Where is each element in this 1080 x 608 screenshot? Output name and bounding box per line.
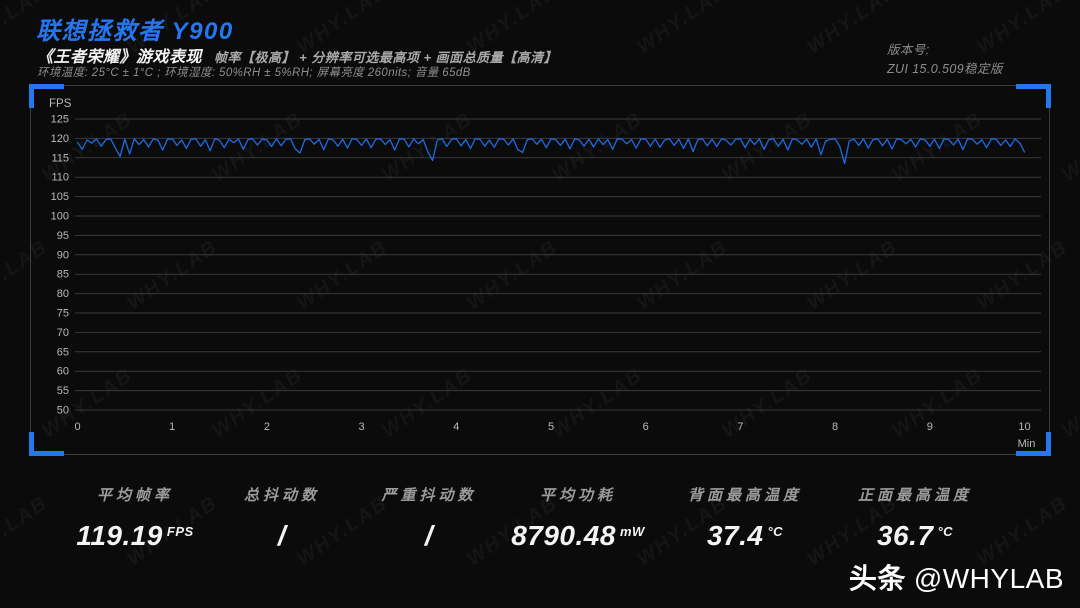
stat-label: 平均功耗 <box>539 487 616 504</box>
x-tick-label: 0 <box>74 421 80 433</box>
version-label: 版本号: <box>887 43 930 57</box>
stat-value: 36.7 °C <box>876 520 954 551</box>
credit-watermark: 头条 @WHYLAB <box>849 557 1064 597</box>
version-info: 版本号: ZUI 15.0.509稳定版 <box>887 41 1003 80</box>
stat-value: / <box>424 520 434 551</box>
y-tick-label: 80 <box>57 288 69 300</box>
y-tick-label: 65 <box>57 346 69 358</box>
x-tick-label: 2 <box>264 421 270 433</box>
x-tick-label: 4 <box>453 421 459 433</box>
y-tick-label: 75 <box>57 308 69 320</box>
x-tick-label: 5 <box>548 421 554 433</box>
corner-bracket-bottom-left <box>29 432 64 456</box>
stat-unit: FPS <box>166 524 194 539</box>
stat-label: 总抖动数 <box>243 487 321 504</box>
stat-label: 背面最高温度 <box>687 487 803 504</box>
stat-label: 平均帧率 <box>96 487 174 504</box>
y-tick-label: 100 <box>51 211 69 223</box>
watermark: WHY.LAB <box>632 0 732 59</box>
x-tick-label: 1 <box>169 421 175 433</box>
y-tick-label: 70 <box>57 327 69 339</box>
page-title: 联想拯救者 Y900 <box>36 18 234 45</box>
subtitle: 《王者荣耀》游戏表现 帧率【极高】 + 分辨率可选最高项 + 画面总质量【高清】 <box>37 43 557 67</box>
stat-value: 119.19 FPS <box>76 520 194 551</box>
y-tick-label: 115 <box>51 152 69 164</box>
x-tick-label: 7 <box>737 421 743 433</box>
x-tick-label: 6 <box>643 421 649 433</box>
y-tick-label: 105 <box>51 191 69 203</box>
corner-bracket-bottom-right <box>1016 432 1051 456</box>
credit-prefix: 头条 <box>848 563 906 594</box>
y-tick-label: 95 <box>57 230 69 242</box>
corner-bracket-top-left <box>29 84 64 108</box>
stat-front-max-temp: 正面最高温度 36.7 °C <box>858 484 972 552</box>
version-value: ZUI 15.0.509稳定版 <box>887 62 1003 77</box>
stat-average-power: 平均功耗 8790.48 mW <box>511 484 645 552</box>
stat-value: / <box>277 520 287 551</box>
x-tick-label: 8 <box>832 421 838 433</box>
test-conditions: 环境温度: 25°C ± 1°C ; 环境湿度: 50%RH ± 5%RH; 屏… <box>37 67 471 79</box>
fps-chart-panel: 125 120 115 110 105 100 95 90 85 80 75 70 65 60 55 50 0 1… <box>29 84 1051 456</box>
watermark: WHY.LAB <box>1057 107 1080 187</box>
x-axis-unit-label: Min <box>1018 438 1036 450</box>
stat-average-fps: 平均帧率 119.19 FPS <box>76 484 193 552</box>
stat-unit: °C <box>937 524 954 539</box>
y-tick-label: 110 <box>51 172 69 184</box>
game-title: 《王者荣耀》游戏表现 <box>37 49 203 66</box>
stat-unit: mW <box>619 524 645 539</box>
stat-severe-jitter: 严重抖动数 / <box>381 484 476 552</box>
y-tick-label: 120 <box>51 133 69 145</box>
corner-bracket-top-right <box>1016 84 1051 108</box>
y-tick-label: 55 <box>57 385 69 397</box>
watermark: WHY.LAB <box>1057 363 1080 443</box>
y-tick-label: 85 <box>57 269 69 281</box>
stat-value: 37.4 °C <box>706 520 784 551</box>
stat-value: 8790.48 mW <box>511 520 645 551</box>
fps-line <box>76 138 1026 165</box>
stat-unit: °C <box>767 524 784 539</box>
fps-axis-label: FPS <box>49 98 72 110</box>
game-settings: 帧率【极高】 + 分辨率可选最高项 + 画面总质量【高清】 <box>214 50 558 65</box>
stat-total-jitter: 总抖动数 / <box>244 484 320 552</box>
x-tick-label: 10 <box>1018 421 1030 433</box>
y-tick-label: 50 <box>57 405 69 417</box>
stat-back-max-temp: 背面最高温度 37.4 °C <box>688 484 802 552</box>
y-tick-label: 125 <box>51 114 69 126</box>
x-tick-label: 9 <box>927 421 933 433</box>
y-tick-label: 90 <box>57 249 69 261</box>
y-tick-label: 60 <box>57 366 69 378</box>
credit-handle: @WHYLAB <box>913 563 1064 594</box>
stats-row: 平均帧率 119.19 FPS 总抖动数 / 严重抖动数 / 平均功耗 8790.48 mW 背面最… <box>0 484 1080 570</box>
stat-label: 正面最高温度 <box>857 487 973 504</box>
x-tick-label: 3 <box>359 421 365 433</box>
stat-label: 严重抖动数 <box>381 487 477 504</box>
